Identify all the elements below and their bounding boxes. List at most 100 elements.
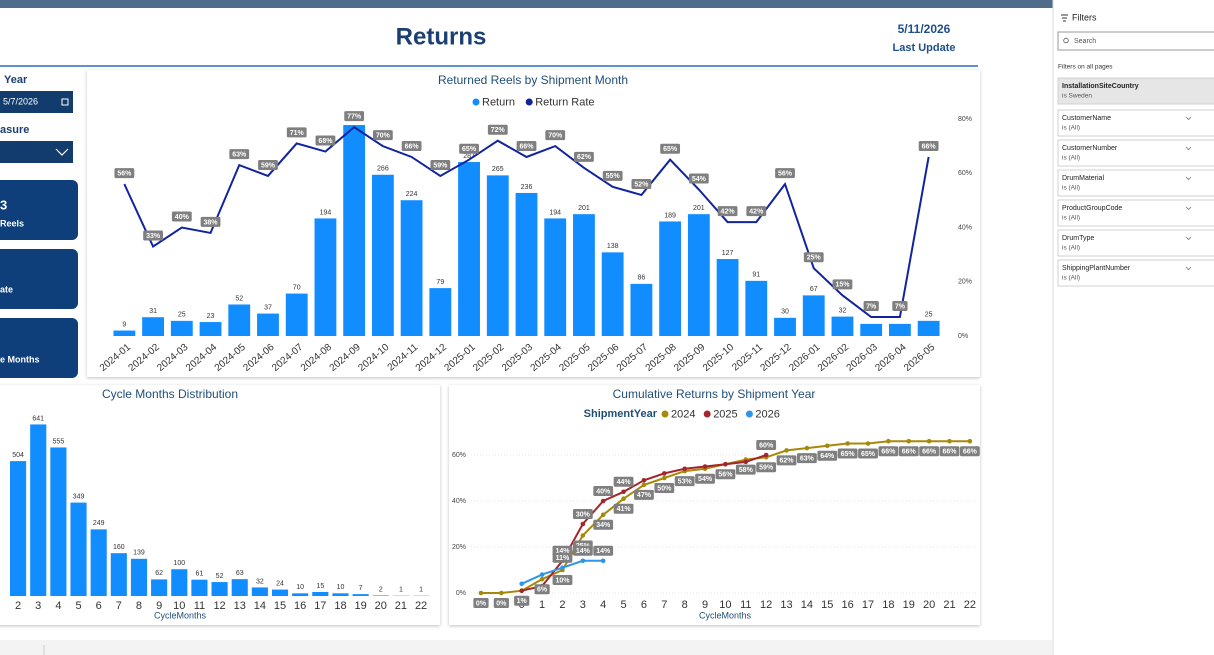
expand-chevron[interactable] [1185,236,1192,241]
filter-card[interactable] [1057,139,1214,167]
point [621,496,626,502]
data-label: 70% [376,132,391,139]
update-caption: Last Update [893,42,956,54]
bar-value-label: 160 [113,544,125,551]
kpi-card [0,180,78,240]
measure-dropdown[interactable] [0,141,73,163]
point [702,464,708,469]
bar [332,593,349,596]
kpi-card [0,318,78,378]
filter-state: is (All) [1062,215,1080,222]
bar-value-label: 25 [925,312,933,319]
bar [630,283,653,336]
point [519,581,525,587]
data-label-box [593,519,614,530]
expand-chevron[interactable] [1185,146,1192,151]
data-label-box [514,595,530,606]
x-tick-label: 12 [213,600,225,612]
point [560,565,565,570]
data-label: 70% [548,132,563,139]
bar [601,252,624,336]
data-label: 62% [577,154,592,161]
legend-label: Return Rate [535,96,594,108]
data-label-box [613,503,634,514]
y-tick-label: 60% [452,452,466,459]
bar-value-label: 32 [256,578,264,585]
data-label-box [919,446,940,457]
bar-value-label: 224 [406,191,418,198]
data-label-box [459,143,479,154]
x-tick-label: 15 [821,599,833,611]
bar-value-label: 194 [320,209,332,216]
x-tick-label: 16 [842,599,854,611]
filter-name: DrumMaterial [1062,175,1104,182]
bar [110,553,127,596]
point [641,482,647,488]
bar-value-label: 63 [236,570,244,577]
point [763,452,769,458]
filter-card[interactable] [1057,169,1214,197]
data-label-box [344,111,365,122]
bar [831,316,854,336]
data-label: 54% [692,176,707,183]
filter-card[interactable] [1057,229,1214,257]
bar-value-label: 62 [155,570,163,577]
data-label-box [688,173,709,184]
point [926,438,932,444]
calendar-icon[interactable] [61,98,69,106]
expand-chevron[interactable] [1185,176,1192,181]
point [600,512,606,518]
data-label-box [746,206,767,217]
expand-chevron[interactable] [1185,116,1192,121]
page-title: Returns [396,23,487,50]
filter-card[interactable] [1057,259,1214,287]
data-label: 34% [596,522,611,529]
bar [30,424,47,596]
data-label-box [545,130,566,141]
bar [352,594,369,596]
filter-card[interactable] [1057,199,1214,227]
bar-value-label: 265 [492,166,504,173]
data-label-box [797,453,817,464]
chevron[interactable] [55,148,69,156]
expand-chevron[interactable] [1185,206,1192,211]
pane-title: Filters [1072,12,1097,22]
x-axis-title: CycleMonths [154,610,207,620]
data-label: 66% [963,449,978,456]
filter-name: DrumType [1062,235,1094,242]
bar [170,320,193,336]
point [519,588,525,593]
y2-tick-label: 60% [958,170,972,177]
bar [191,579,208,596]
filter-icon [1061,14,1068,22]
data-label: 54% [698,476,713,483]
data-label: 59% [433,162,448,169]
date-input[interactable] [0,91,73,113]
data-label: 41% [617,506,632,513]
search-box[interactable] [1057,31,1214,51]
bar [802,295,825,336]
data-label: 7% [866,303,877,310]
expand-chevron[interactable] [1185,266,1192,271]
filter-card[interactable] [1057,77,1214,105]
x-tick-label: 19 [355,600,367,612]
bar [544,218,567,336]
data-label-box [572,509,593,519]
legend-title: ShipmentYear [584,408,658,420]
point [539,572,545,577]
x-tick-label: 10 [173,600,185,612]
x-tick-label: 20 [923,599,935,611]
x-tick-label: 14 [254,600,266,612]
x-tick-label: 22 [964,599,976,611]
data-label-box [735,464,756,475]
data-label-box [674,476,695,487]
filter-list: InstallationSiteCountry is Sweden Customer… [1057,77,1214,287]
bar [659,221,682,336]
bar-value-label: 201 [693,205,705,212]
bar [90,529,107,596]
search-placeholder: Search [1074,38,1096,45]
filter-name: InstallationSiteCountry [1062,83,1139,90]
bar-value-label: 194 [549,209,561,216]
filter-card[interactable] [1057,109,1214,137]
data-label-box [574,151,594,162]
